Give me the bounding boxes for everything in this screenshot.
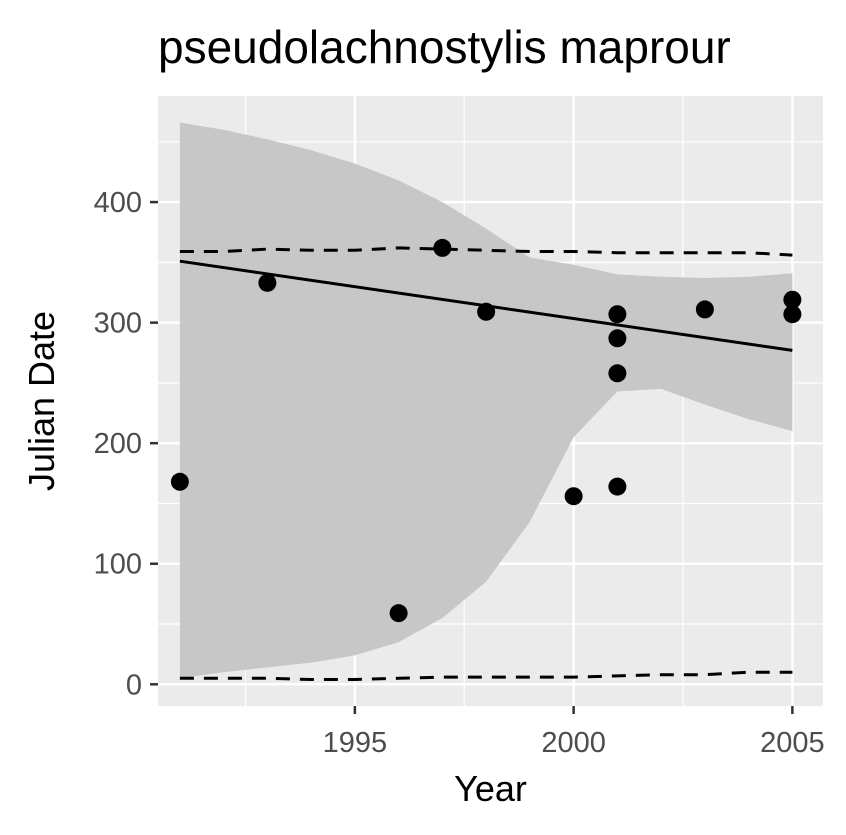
x-tick-label: 2005 [760, 727, 825, 759]
lower-dashed-line [179, 670, 793, 681]
x-axis-title: Year [454, 768, 527, 809]
y-tick-label: 100 [94, 549, 142, 581]
y-axis-title: Julian Date [21, 311, 62, 491]
data-point [477, 302, 496, 321]
data-point [695, 300, 714, 319]
data-point [608, 477, 627, 496]
x-tick-label: 2000 [541, 727, 606, 759]
data-point [608, 329, 627, 348]
y-tick-label: 300 [94, 308, 142, 340]
y-tick-label: 200 [94, 428, 142, 460]
y-tick-label: 400 [94, 187, 142, 219]
data-points [170, 238, 802, 623]
data-point [433, 238, 452, 257]
y-tick-label: 0 [126, 669, 142, 701]
data-point [258, 273, 277, 292]
confidence-band [179, 122, 793, 679]
data-point [783, 305, 802, 324]
x-axis: 1995 2000 2005 [323, 706, 825, 759]
data-point [608, 305, 627, 324]
y-axis: 0 100 200 300 400 [94, 187, 158, 701]
upper-dashed-line [179, 246, 793, 257]
data-point [608, 364, 627, 383]
data-point [564, 487, 583, 506]
x-tick-label: 1995 [323, 727, 388, 759]
data-point [783, 290, 802, 309]
chart-title: pseudolachnostylis maprour [158, 21, 731, 73]
data-point [389, 604, 408, 623]
data-point [170, 472, 189, 491]
